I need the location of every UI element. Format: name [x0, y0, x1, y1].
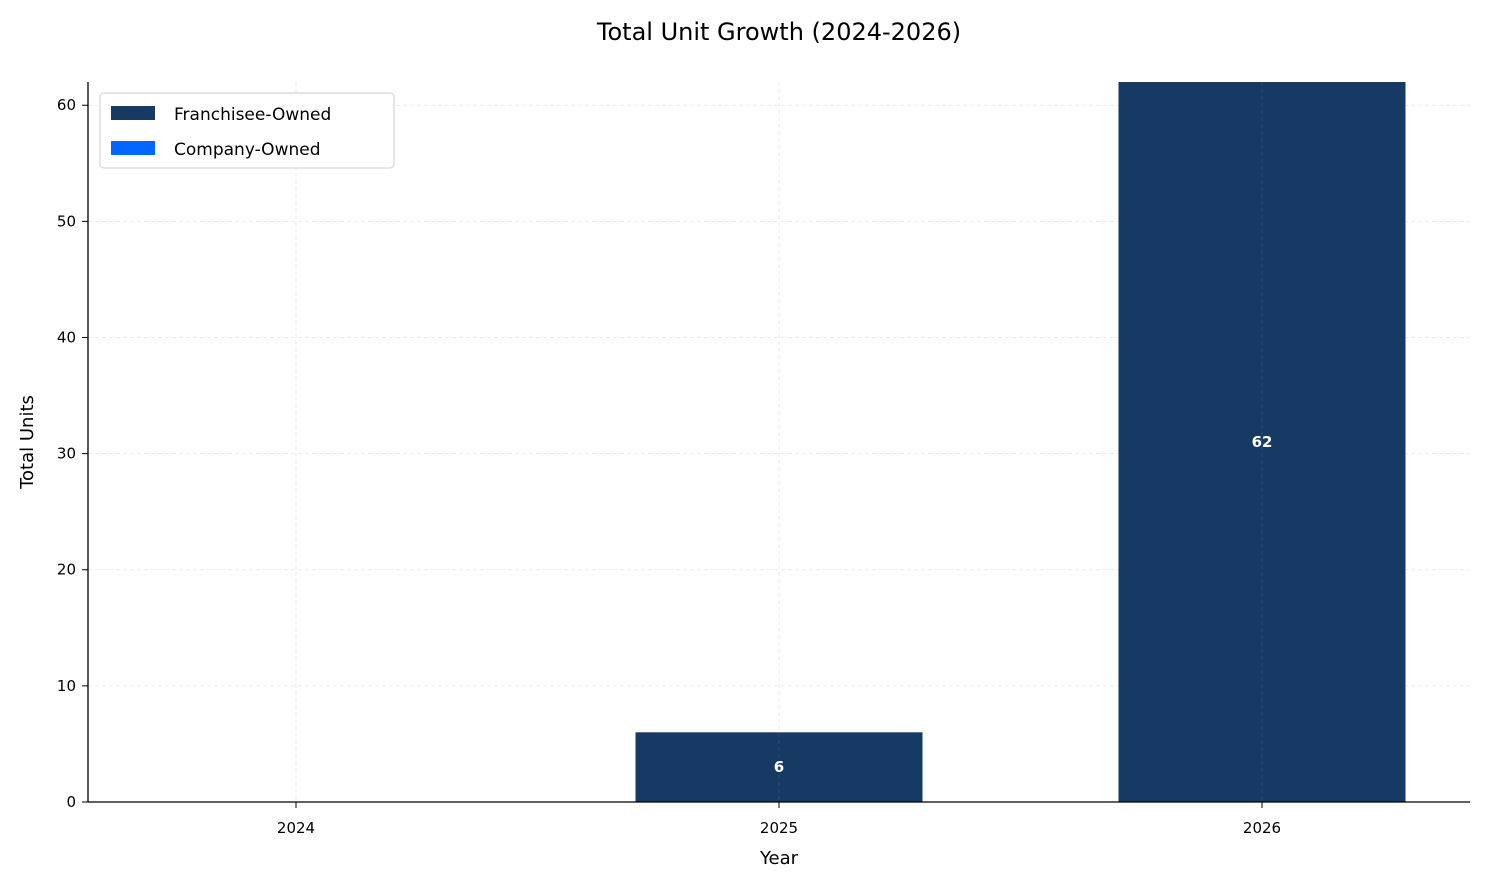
x-tick-label: 2025 — [760, 819, 798, 837]
y-tick-label: 40 — [57, 328, 76, 346]
legend-swatch — [111, 106, 155, 120]
tick-labels: 0 10 20 30 40 50 60 2024 2025 2026 — [57, 96, 1281, 837]
chart-title: Total Unit Growth (2024-2026) — [596, 18, 961, 46]
y-tick-label: 60 — [57, 96, 76, 114]
y-tick-label: 50 — [57, 212, 76, 230]
legend-swatch — [111, 141, 155, 155]
y-axis-title: Total Units — [17, 395, 38, 490]
x-tick-label: 2024 — [277, 819, 315, 837]
x-tick-label: 2026 — [1243, 819, 1281, 837]
bar-total-label: 6 — [774, 758, 784, 776]
x-axis-title: Year — [759, 848, 799, 869]
bars: 6 62 — [295, 82, 1406, 802]
legend-label: Company-Owned — [174, 140, 321, 160]
bar-franchisee-owned-2025 — [635, 732, 923, 802]
y-tick-label: 10 — [57, 677, 76, 695]
y-tick-label: 0 — [66, 793, 76, 811]
bar-franchisee-owned-2026 — [1118, 82, 1406, 802]
y-tick-label: 20 — [57, 561, 76, 579]
bar-total-label: 62 — [1252, 433, 1273, 451]
legend-label: Franchisee-Owned — [174, 105, 331, 125]
legend: Franchisee-Owned Company-Owned — [99, 92, 395, 169]
y-tick-label: 30 — [57, 445, 76, 463]
legend-box — [99, 92, 395, 169]
